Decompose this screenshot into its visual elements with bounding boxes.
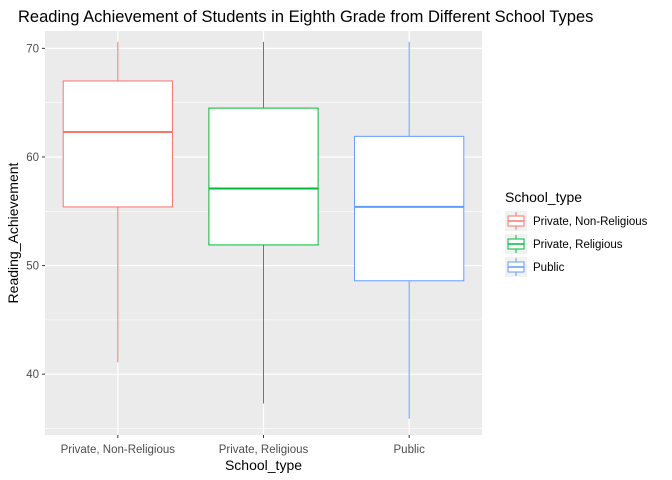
legend-label: Public	[533, 262, 565, 274]
legend-title: School_type	[505, 189, 582, 205]
y-tick-label: 50	[26, 261, 39, 273]
x-tick-label: Private, Religious	[219, 444, 309, 456]
y-axis-title: Reading_Achievement	[5, 162, 21, 303]
legend: School_type Private, Non-Religious Privat…	[505, 189, 648, 277]
legend-item: Private, Non-Religious	[505, 211, 648, 231]
legend-label: Private, Non-Religious	[533, 216, 648, 228]
y-tick-label: 40	[26, 369, 39, 381]
box-2	[208, 41, 319, 404]
x-tick-label: Private, Non-Religious	[61, 444, 176, 456]
y-tick-label: 70	[26, 43, 39, 55]
box-body	[62, 80, 173, 208]
box-body	[354, 135, 465, 282]
y-axis: 40 50 60 70	[26, 43, 45, 381]
legend-item: Private, Religious	[505, 234, 623, 254]
box-3	[354, 41, 465, 419]
y-tick-label: 60	[26, 152, 39, 164]
legend-item: Public	[505, 257, 565, 277]
box-1	[62, 41, 173, 363]
chart-title: Reading Achievement of Students in Eight…	[18, 8, 593, 26]
x-tick-label: Public	[394, 444, 426, 456]
x-axis: Private, Non-Religious Private, Religious…	[61, 435, 425, 456]
boxes	[62, 41, 465, 419]
legend-label: Private, Religious	[533, 239, 623, 251]
box-body	[208, 107, 319, 246]
x-axis-title: School_type	[225, 457, 302, 473]
